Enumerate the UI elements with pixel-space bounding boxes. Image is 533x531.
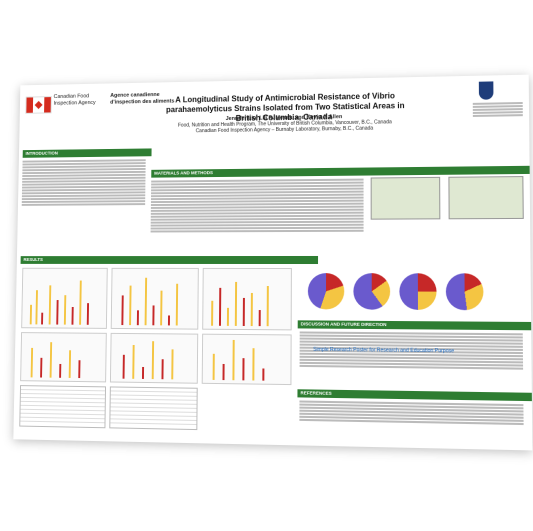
section-results: RESULTS [20, 255, 319, 265]
figure-map-1 [370, 176, 441, 220]
table-2 [109, 386, 198, 431]
figure-2-chart [110, 267, 199, 330]
methods-text [150, 178, 364, 269]
pie-chart-4 [445, 273, 484, 311]
poster-header: Canadian Food Inspection Agency Agence c… [19, 75, 529, 145]
section-introduction: INTRODUCTION [22, 148, 152, 158]
contact-block [472, 101, 523, 118]
poster: Canadian Food Inspection Agency Agence c… [13, 74, 533, 451]
intro-text [21, 158, 146, 251]
figure-map-2 [448, 176, 524, 220]
discussion-text [299, 330, 524, 384]
canada-flag-icon [25, 96, 52, 114]
figure-6-chart [201, 333, 292, 386]
agency-name-en: Canadian Food Inspection Agency [53, 93, 96, 107]
pie-chart-3 [399, 273, 437, 311]
ubc-logo [478, 81, 494, 100]
pie-chart-2 [353, 273, 391, 310]
poster-authors: Jennifer Liu, Lili R. Mesak, and Kevin J… [161, 113, 409, 135]
references-text [299, 399, 524, 438]
figure-4-chart [20, 332, 107, 383]
figure-3-chart [202, 267, 292, 331]
section-discussion: DISCUSSION AND FUTURE DIRECTION [297, 320, 532, 331]
figure-1-chart [21, 267, 108, 329]
table-1 [19, 385, 107, 429]
figure-5-chart [109, 332, 199, 384]
pie-chart-1 [307, 273, 345, 310]
